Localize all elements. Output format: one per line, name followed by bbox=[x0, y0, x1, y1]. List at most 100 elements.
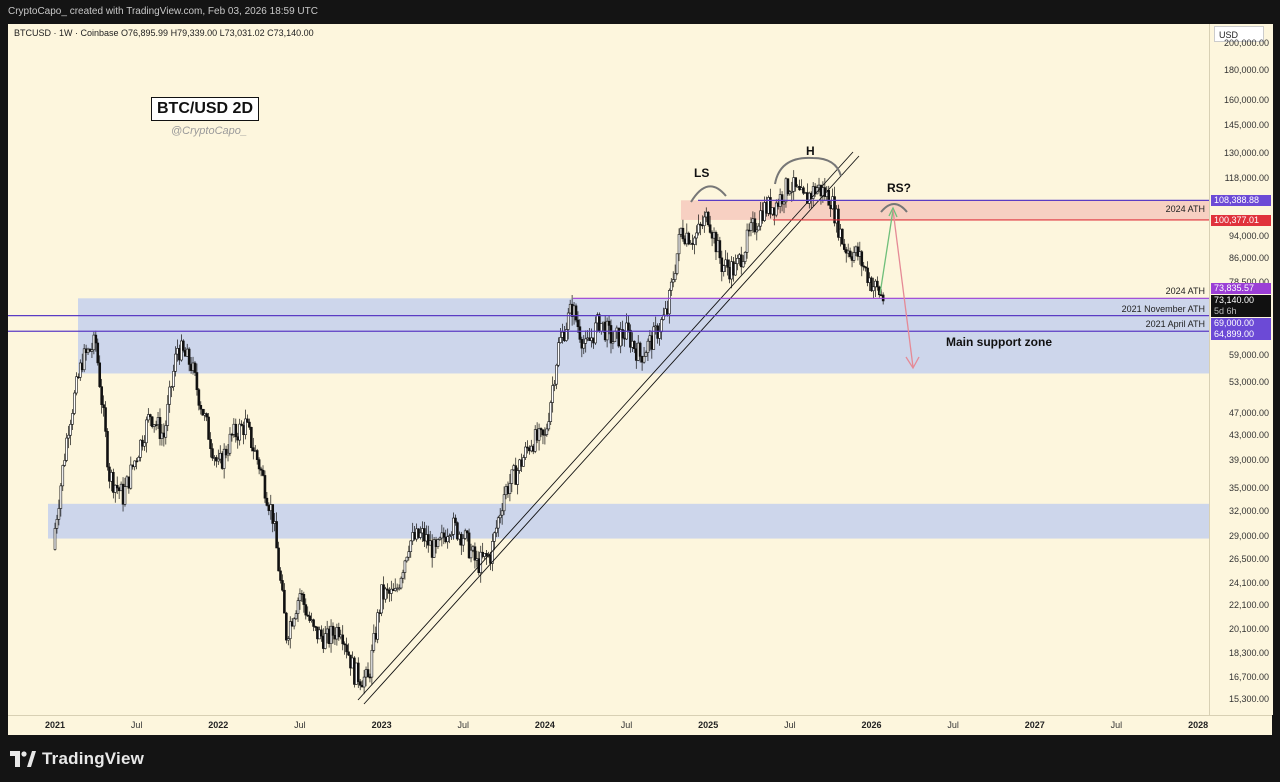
candle-body bbox=[337, 626, 341, 638]
candle-body bbox=[621, 329, 624, 339]
candle-body bbox=[576, 319, 580, 328]
candle-body bbox=[55, 519, 59, 529]
candle-body bbox=[106, 431, 109, 468]
time-label: Jul bbox=[457, 720, 470, 730]
main-support-label: Main support zone bbox=[946, 335, 1052, 349]
candle-body bbox=[209, 439, 212, 449]
candle-body bbox=[71, 413, 74, 425]
currency-selector[interactable]: USD bbox=[1214, 26, 1264, 42]
candle-body bbox=[522, 457, 525, 467]
candle-body bbox=[860, 251, 864, 267]
candle-body bbox=[852, 252, 856, 261]
price-tick: 180,000.00 bbox=[1223, 64, 1269, 75]
candle-body bbox=[780, 194, 784, 205]
candle-body bbox=[436, 539, 440, 547]
price-tick: 22,100.00 bbox=[1228, 600, 1269, 611]
candle-body bbox=[228, 433, 232, 454]
candle-body bbox=[578, 326, 582, 340]
candle-body bbox=[543, 434, 547, 436]
candle-body bbox=[496, 517, 500, 529]
candle-body bbox=[870, 277, 873, 292]
candle-body bbox=[294, 613, 298, 620]
candle-body bbox=[298, 593, 302, 601]
candle-body bbox=[607, 320, 611, 326]
chart-area[interactable]: BTCUSD · 1W · Coinbase O76,895.99 H79,33… bbox=[8, 24, 1209, 715]
level-label-2024-ath-upper: 2024 ATH bbox=[1165, 204, 1205, 214]
candle-body bbox=[238, 423, 241, 441]
candle-body bbox=[302, 594, 306, 605]
price-tick: 32,000.00 bbox=[1228, 505, 1269, 516]
candle-body bbox=[292, 618, 296, 627]
time-label: 2024 bbox=[534, 720, 555, 730]
candle-body bbox=[199, 405, 203, 410]
candle-body bbox=[842, 243, 846, 250]
candle-body bbox=[261, 469, 265, 476]
zone-2 bbox=[48, 503, 1209, 539]
price-tick: 39,000.00 bbox=[1228, 455, 1269, 466]
candle-body bbox=[150, 416, 154, 427]
candle-body bbox=[399, 577, 403, 589]
candle-body bbox=[757, 225, 761, 231]
candle-body bbox=[734, 263, 737, 276]
candle-body bbox=[195, 372, 199, 391]
tradingview-logo[interactable]: TradingView bbox=[10, 749, 144, 769]
candle-body bbox=[646, 340, 650, 353]
candle-body bbox=[250, 426, 253, 448]
candle-body bbox=[498, 514, 502, 519]
candle-body bbox=[201, 408, 205, 416]
candle-body bbox=[166, 403, 170, 426]
candle-body bbox=[426, 534, 430, 546]
price-chart[interactable] bbox=[8, 24, 1209, 715]
candle-body bbox=[642, 356, 646, 363]
candle-body bbox=[75, 376, 78, 394]
candle-body bbox=[566, 312, 570, 330]
candle-body bbox=[69, 423, 72, 436]
candle-body bbox=[463, 530, 467, 539]
projection-down-arrowhead bbox=[905, 356, 920, 370]
candle-body bbox=[401, 572, 405, 579]
candle-body bbox=[193, 362, 197, 373]
candle-body bbox=[281, 580, 284, 591]
candle-body bbox=[343, 643, 346, 646]
footer: TradingView bbox=[0, 735, 1280, 782]
candle-body bbox=[65, 437, 68, 461]
candle-body bbox=[516, 470, 519, 485]
price-tag-nov-2021: 69,000.00 bbox=[1211, 318, 1271, 329]
candle-body bbox=[788, 191, 792, 195]
candle-body bbox=[366, 669, 370, 678]
time-label: 2026 bbox=[861, 720, 882, 730]
candle-body bbox=[745, 229, 749, 253]
candle-body bbox=[172, 370, 175, 387]
candle-body bbox=[547, 421, 551, 430]
candle-body bbox=[230, 433, 234, 436]
candle-body bbox=[304, 604, 308, 616]
price-axis[interactable]: USD 200,000.00 180,000.00 160,000.00 145,00… bbox=[1209, 24, 1273, 715]
candle-body bbox=[681, 227, 685, 240]
candle-body bbox=[139, 439, 142, 458]
candle-body bbox=[251, 447, 255, 452]
candle-body bbox=[574, 305, 578, 321]
candle-body bbox=[393, 588, 397, 591]
author-handle: @CryptoCapo_ bbox=[171, 125, 247, 137]
price-tag-last: 73,140.00 bbox=[1211, 295, 1271, 306]
candle-body bbox=[419, 532, 422, 538]
time-axis[interactable]: 2021 Jul 2022 Jul 2023 Jul 2024 Jul 2025 Jul 2026 J… bbox=[8, 715, 1272, 736]
time-label: Jul bbox=[1110, 720, 1123, 730]
candle-body bbox=[599, 323, 603, 332]
candle-body bbox=[461, 538, 465, 546]
candle-body bbox=[187, 348, 191, 365]
candle-body bbox=[356, 662, 360, 682]
candle-body bbox=[100, 386, 103, 405]
level-label-apr-2021: 2021 April ATH bbox=[1145, 319, 1205, 329]
candle-body bbox=[790, 190, 794, 193]
candle-body bbox=[594, 322, 597, 344]
candle-body bbox=[526, 446, 529, 449]
time-label: Jul bbox=[294, 720, 306, 730]
candle-body bbox=[145, 419, 148, 444]
candle-body bbox=[78, 362, 82, 378]
candle-body bbox=[465, 530, 469, 534]
candle-body bbox=[755, 229, 759, 233]
candle-body bbox=[456, 522, 459, 540]
candle-body bbox=[164, 425, 168, 438]
candle-body bbox=[174, 353, 177, 372]
